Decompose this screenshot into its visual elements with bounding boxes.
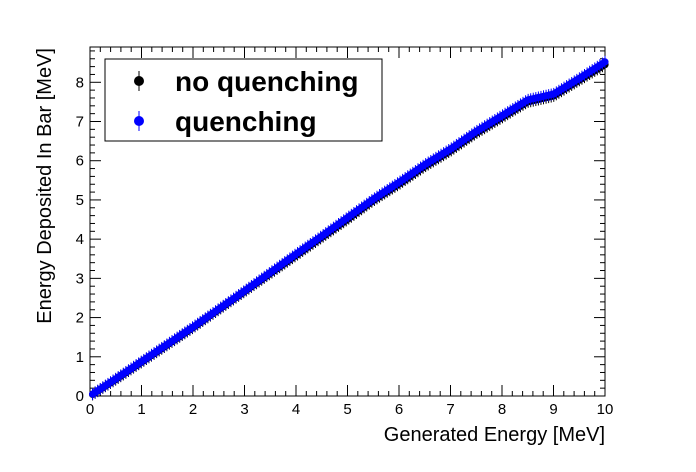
series-layer <box>88 55 609 401</box>
x-tick-label: 0 <box>86 401 94 418</box>
series-quenching <box>88 55 609 401</box>
x-tick-label: 3 <box>240 401 248 418</box>
y-tick-label: 3 <box>76 270 84 287</box>
x-tick-label: 9 <box>549 401 557 418</box>
legend-box <box>104 58 383 142</box>
y-tick-label: 7 <box>76 114 84 131</box>
legend-marker-no-quenching <box>134 71 144 91</box>
x-axis-title: Generated Energy [MeV] <box>384 424 605 446</box>
legend-point <box>134 76 144 86</box>
y-tick-label: 0 <box>76 388 84 405</box>
y-tick-label: 2 <box>76 310 84 327</box>
x-tick-label: 2 <box>189 401 197 418</box>
x-tick-label: 7 <box>446 401 454 418</box>
x-tick-label: 10 <box>597 401 614 418</box>
y-axis-title: Energy Deposited In Bar [MeV] <box>34 48 56 324</box>
x-tick-labels: 0 1 2 3 4 5 6 7 8 9 10 <box>86 401 614 418</box>
y-tick-label: 5 <box>76 192 84 209</box>
y-tick-labels: 0 1 2 3 4 5 6 7 8 <box>76 74 84 405</box>
x-tick-label: 4 <box>292 401 300 418</box>
legend: no quenching quenching <box>104 58 383 142</box>
legend-label-quenching: quenching <box>175 106 317 137</box>
x-tick-label: 8 <box>498 401 506 418</box>
x-tick-label: 1 <box>137 401 145 418</box>
legend-label-no-quenching: no quenching <box>175 66 359 97</box>
data-point <box>601 58 609 66</box>
legend-point <box>134 116 144 126</box>
x-tick-label: 6 <box>395 401 403 418</box>
y-tick-label: 4 <box>76 231 84 248</box>
y-tick-label: 8 <box>76 74 84 91</box>
y-tick-label: 1 <box>76 349 84 366</box>
y-tick-label: 6 <box>76 153 84 170</box>
x-tick-label: 5 <box>343 401 351 418</box>
legend-marker-quenching <box>134 111 144 131</box>
